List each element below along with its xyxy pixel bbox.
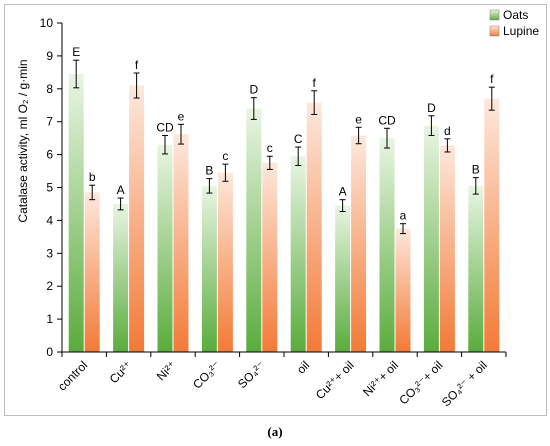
x-tick-label: Cu²⁺ [107,358,135,386]
x-tick-label: control [55,358,90,393]
bar-lupine [351,135,367,352]
significance-label: D [427,101,436,115]
significance-label: a [400,209,407,223]
significance-label: b [89,170,96,184]
bar-oats [246,108,262,352]
y-tick-label: 2 [46,279,53,293]
significance-label: A [339,185,347,199]
y-tick-label: 0 [46,345,53,359]
significance-label: C [294,132,303,146]
y-tick-label: 1 [46,312,53,326]
significance-label: f [313,76,317,90]
significance-label: CD [156,121,174,135]
y-tick-label: 4 [46,213,53,227]
y-tick-label: 5 [46,181,53,195]
bar-lupine [395,228,411,352]
figure-caption: (a) [267,424,283,439]
x-tick-label: Ni²⁺ [154,358,179,383]
y-tick-label: 9 [46,49,53,63]
legend-swatch-lupine [489,25,500,37]
bar-oats [201,185,217,352]
significance-label: d [444,124,451,138]
significance-label: e [178,109,185,123]
axes [61,23,507,357]
bar-lupine [173,134,189,352]
bar-oats [379,138,395,352]
bar-lupine [129,85,145,352]
bar-oats [335,205,351,352]
bar-lupine [262,162,278,352]
bar-oats [423,125,439,352]
significance-label: E [72,45,80,59]
y-tick-label: 7 [46,115,53,129]
y-tick-label: 6 [46,148,53,162]
legend-label-oats: Oats [503,8,528,22]
legend-label-lupine: Lupine [503,24,539,38]
bar-oats [468,185,484,352]
significance-label: f [490,72,494,86]
legend-swatch-oats [489,9,500,21]
x-tick-label: SO₄²⁻ + oil [439,358,490,409]
x-tick-label: Ni²⁺+ oil [360,358,401,399]
significance-label: e [355,112,362,126]
x-tick-label: SO₄²⁻ [235,358,268,391]
bar-lupine [306,102,322,352]
significance-label: A [117,183,125,197]
significance-label: D [249,83,258,97]
bar-lupine [84,192,100,352]
x-tick-label: Cu²⁺+ oil [313,358,357,402]
significance-label: c [222,149,228,163]
bar-lupine [439,145,455,352]
y-tick-label: 3 [46,246,53,260]
y-tick-label: 10 [40,16,54,30]
y-tick-label: 8 [46,82,53,96]
x-tick-label: CO₃²⁻ [190,358,223,391]
bars: Eb Af CD e Bc Dc Cf Ae CD a Dd Bf [68,45,500,353]
legend: Oats Lupine [489,8,539,38]
significance-label: B [472,163,480,177]
bar-oats [68,73,84,353]
bar-oats [290,156,306,352]
significance-label: B [205,164,213,178]
x-tick-label: oil [294,358,312,376]
bar-oats [157,144,173,352]
significance-label: c [267,141,273,155]
bar-chart: 0 1 2 3 4 5 6 7 8 9 10 Eb Af CD e Bc Dc Cf Ae CD a Dd Bf cont… [16,8,539,409]
bar-oats [113,203,129,352]
significance-label: f [135,58,139,72]
y-axis-label: Catalase activity, ml O₂ / g·min [16,59,30,222]
x-tick-labels: control Cu²⁺ Ni²⁺ CO₃²⁻ SO₄²⁻ oil Cu²⁺+ oil Ni²… [55,358,490,409]
bar-lupine [484,98,500,352]
y-axis-ticks: 0 1 2 3 4 5 6 7 8 9 10 [40,16,62,359]
bar-lupine [217,172,233,352]
significance-label: CD [378,113,396,127]
